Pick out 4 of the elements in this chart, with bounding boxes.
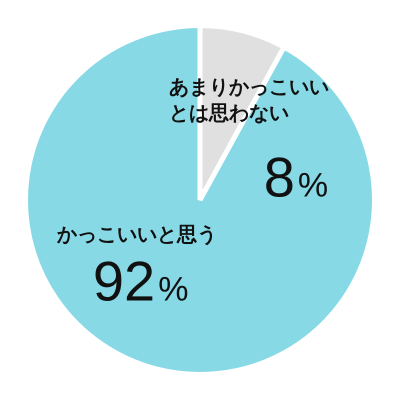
slice-label: かっこいいと思う <box>56 222 218 246</box>
data-label: 92% <box>92 249 188 312</box>
data-label: 8% <box>264 146 328 209</box>
slice-label: あまりかっこいいとは思わない <box>168 74 329 125</box>
